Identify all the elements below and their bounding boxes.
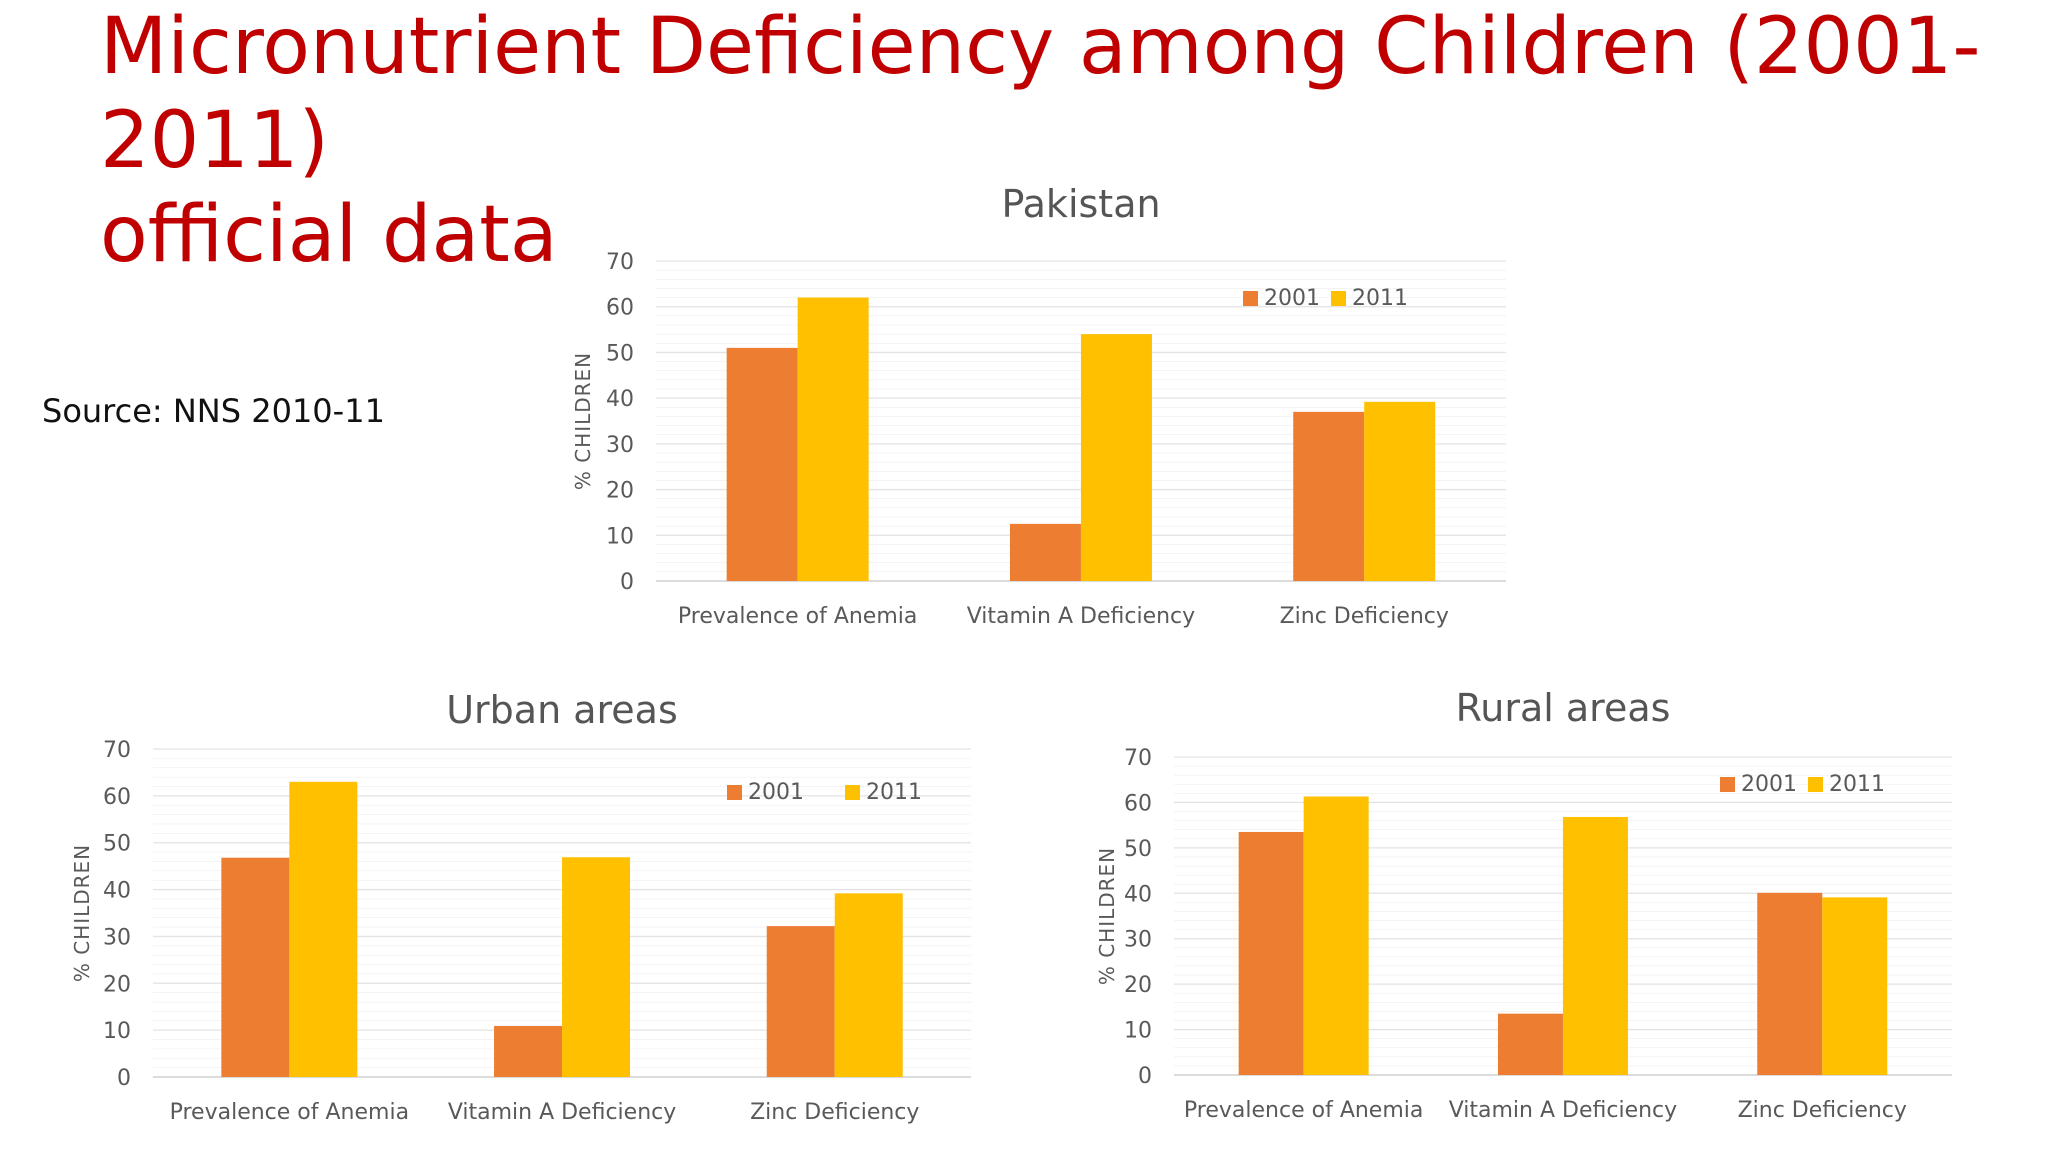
legend-label-2001: 2001 <box>748 780 804 805</box>
bar-2001-1 <box>1497 1013 1563 1075</box>
y-tick-label: 50 <box>606 341 634 366</box>
y-tick-label: 10 <box>1124 1019 1152 1044</box>
legend: 2001 2011 <box>1720 772 1885 797</box>
chart-title: Pakistan <box>1001 182 1160 226</box>
category-label: Vitamin A Deficiency <box>448 1100 676 1125</box>
y-tick-label: 50 <box>1124 837 1152 862</box>
legend-label-2001: 2001 <box>1741 772 1797 797</box>
legend-label-2011: 2011 <box>1352 286 1408 311</box>
chart-title: Urban areas <box>446 688 678 732</box>
y-tick-label: 30 <box>103 925 131 950</box>
y-axis-label: % CHILDREN <box>571 352 595 490</box>
bar-2001-0 <box>1238 831 1304 1075</box>
slide-title-line-2: official data <box>100 190 558 280</box>
bar-2011-2 <box>1822 897 1888 1075</box>
y-tick-label: 60 <box>1124 791 1152 816</box>
y-tick-label: 20 <box>1124 973 1152 998</box>
y-tick-label: 40 <box>1124 882 1152 907</box>
bar-2001-0 <box>726 347 798 581</box>
legend: 2001 2011 <box>1243 286 1408 311</box>
legend-label-2011: 2011 <box>866 780 922 805</box>
chart-urban-areas: Urban areas 0 10 20 30 40 50 60 70 % CHILDREN Prev… <box>70 688 971 1125</box>
y-tick-label: 40 <box>606 387 634 412</box>
bar-2011-0 <box>1303 796 1369 1075</box>
category-label: Prevalence of Anemia <box>1184 1098 1423 1123</box>
bar-2011-1 <box>1080 334 1152 581</box>
y-tick-label: 30 <box>606 433 634 458</box>
source-note: Source: NNS 2010-11 <box>42 392 385 430</box>
category-label: Prevalence of Anemia <box>678 604 917 629</box>
category-label: Prevalence of Anemia <box>170 1100 409 1125</box>
chart-pakistan: Pakistan 0 10 20 30 40 50 60 70 % CHILDREN Prevale… <box>571 182 1506 629</box>
chart-title: Rural areas <box>1456 686 1671 730</box>
bar-2001-2 <box>1293 411 1365 581</box>
bar-2011-1 <box>562 857 631 1077</box>
y-tick-label: 10 <box>103 1019 131 1044</box>
bar-2001-1 <box>1009 523 1081 581</box>
y-tick-label: 70 <box>1124 746 1152 771</box>
legend-swatch-2001 <box>1243 291 1258 306</box>
category-label: Zinc Deficiency <box>1738 1098 1907 1123</box>
y-tick-label: 20 <box>103 972 131 997</box>
legend-swatch-2001 <box>1720 777 1735 792</box>
y-axis-label: % CHILDREN <box>1095 847 1119 985</box>
y-tick-label: 10 <box>606 524 634 549</box>
y-tick-label: 60 <box>606 296 634 321</box>
category-label: Vitamin A Deficiency <box>1449 1098 1677 1123</box>
legend: 2001 2011 <box>727 780 922 805</box>
slide-title: Micronutrient Deficiency among Children … <box>100 0 2020 282</box>
legend-swatch-2011 <box>1331 291 1346 306</box>
legend-swatch-2001 <box>727 785 742 800</box>
y-tick-label: 0 <box>117 1066 131 1091</box>
y-tick-label: 30 <box>1124 928 1152 953</box>
legend-label-2001: 2001 <box>1264 286 1320 311</box>
category-label: Zinc Deficiency <box>750 1100 919 1125</box>
y-tick-label: 20 <box>606 479 634 504</box>
bar-2001-2 <box>766 926 835 1077</box>
bar-2001-1 <box>494 1025 563 1077</box>
bar-2001-0 <box>221 857 290 1077</box>
y-tick-label: 0 <box>620 570 634 595</box>
bar-2011-1 <box>1562 816 1628 1075</box>
y-tick-label: 40 <box>103 879 131 904</box>
y-tick-label: 0 <box>1138 1064 1152 1089</box>
y-tick-label: 70 <box>606 250 634 275</box>
bar-2011-2 <box>1364 401 1436 581</box>
legend-swatch-2011 <box>845 785 860 800</box>
bar-2011-0 <box>797 297 869 581</box>
y-tick-label: 50 <box>103 832 131 857</box>
slide-title-line-1: Micronutrient Deficiency among Children … <box>100 2 1981 186</box>
y-tick-label: 60 <box>103 785 131 810</box>
legend-label-2011: 2011 <box>1829 772 1885 797</box>
chart-rural-areas: Rural areas 0 10 20 30 40 50 60 70 % CHILDREN Prev… <box>1095 686 1952 1123</box>
legend-swatch-2011 <box>1808 777 1823 792</box>
bar-2011-2 <box>834 893 903 1077</box>
y-axis-label: % CHILDREN <box>70 844 94 982</box>
y-tick-label: 70 <box>103 738 131 763</box>
category-label: Zinc Deficiency <box>1280 604 1449 629</box>
bar-2011-0 <box>289 781 358 1077</box>
bar-2001-2 <box>1757 892 1823 1075</box>
category-label: Vitamin A Deficiency <box>967 604 1195 629</box>
